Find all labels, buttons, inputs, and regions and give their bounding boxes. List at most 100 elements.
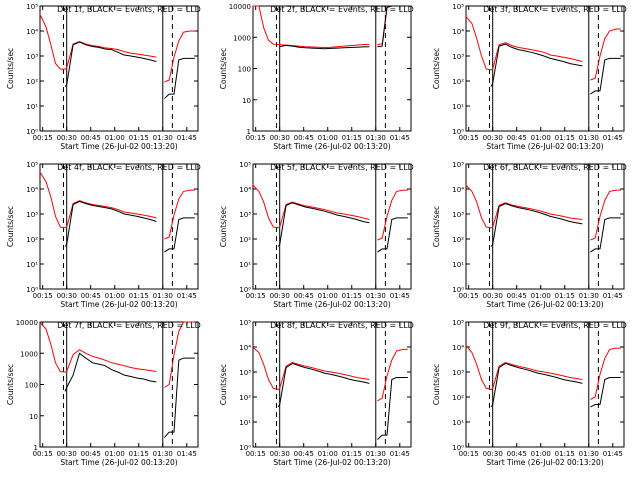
y-tick-label: 10000 [229, 3, 251, 11]
y-axis-label: Counts/sec [219, 206, 228, 247]
chart-panel: 10⁰ 10¹ 10² 10³ 10⁴ 10⁵ 00:15 00:30 00:45 01:00 01… [432, 161, 627, 309]
y-axis-label: Counts/sec [432, 206, 441, 247]
x-tick-label: 01:15 [129, 134, 149, 142]
y-tick-label: 10³ [239, 211, 251, 219]
events-series-line [490, 362, 621, 408]
x-tick-label: 01:00 [105, 292, 125, 300]
x-tick-label: 01:15 [555, 292, 575, 300]
y-tick-label: 1 [34, 444, 38, 452]
y-tick-label: 10⁴ [452, 186, 464, 194]
y-tick-label: 10¹ [452, 419, 464, 427]
y-tick-label: 10⁴ [452, 344, 464, 352]
x-tick-label: 01:00 [318, 292, 338, 300]
x-tick-label: 01:15 [342, 134, 362, 142]
lld-series-line [39, 171, 195, 240]
x-tick-label: 00:15 [246, 292, 266, 300]
chart-panel: 10⁰ 10¹ 10² 10³ 10⁴ 10⁵ 00:15 00:30 00:45 01:00 01… [6, 161, 201, 309]
chart-title: Det 5f, BLACK = Events, RED = LLD [270, 163, 414, 172]
x-axis-label: Start Time (26-Jul-02 00:13:20) [486, 458, 603, 467]
chart-title: Det 4f, BLACK = Events, RED = LLD [57, 163, 201, 172]
x-tick-label: 00:15 [246, 134, 266, 142]
chart-panel: 10⁰ 10¹ 10² 10³ 10⁴ 10⁵ 00:15 00:30 00:45 01:00 01… [432, 319, 627, 467]
y-tick-label: 10² [452, 394, 464, 402]
y-tick-label: 10² [452, 236, 464, 244]
x-tick-label: 01:30 [366, 134, 386, 142]
x-tick-label: 00:45 [81, 134, 101, 142]
y-tick-label: 10³ [26, 211, 38, 219]
x-tick-label: 00:30 [57, 134, 77, 142]
y-tick-label: 10⁰ [452, 286, 464, 294]
chart-panel: 1 10 100 1000 10000 00:15 00:30 00:45 01:00 01:15… [6, 319, 201, 467]
events-series-line [490, 43, 621, 95]
chart-panel: 10⁰ 10¹ 10² 10³ 10⁴ 10⁵ 00:15 00:30 00:45 01:00 01… [432, 3, 627, 151]
y-tick-label: 10⁰ [26, 286, 38, 294]
x-axis-label: Start Time (26-Jul-02 00:13:20) [60, 300, 177, 309]
y-tick-label: 10² [239, 394, 251, 402]
x-tick-label: 01:15 [555, 134, 575, 142]
y-tick-label: 10⁵ [452, 319, 464, 327]
y-tick-label: 10¹ [452, 103, 464, 111]
plot-frame [252, 321, 412, 448]
x-tick-label: 01:30 [366, 450, 386, 458]
x-tick-label: 00:45 [507, 134, 527, 142]
x-tick-label: 01:15 [342, 450, 362, 458]
x-tick-label: 00:15 [459, 292, 479, 300]
x-tick-label: 00:45 [294, 450, 314, 458]
chart-panel: 10⁰ 10¹ 10² 10³ 10⁴ 10⁵ 00:15 00:30 00:45 01:00 01… [6, 3, 201, 151]
y-tick-label: 10 [242, 97, 251, 105]
x-tick-label: 01:45 [177, 450, 197, 458]
y-tick-label: 10⁵ [239, 161, 251, 169]
lld-series-line [252, 184, 408, 241]
x-tick-label: 00:45 [294, 292, 314, 300]
x-tick-label: 01:45 [177, 134, 197, 142]
y-tick-label: 10³ [452, 53, 464, 61]
x-tick-label: 00:45 [507, 292, 527, 300]
lld-series-line [39, 13, 195, 83]
y-tick-label: 10⁴ [452, 28, 464, 36]
plot-frame [465, 163, 625, 290]
x-tick-label: 01:45 [603, 134, 623, 142]
x-tick-label: 00:45 [507, 450, 527, 458]
y-tick-label: 10⁵ [452, 161, 464, 169]
x-tick-label: 01:45 [390, 450, 410, 458]
y-tick-label: 100 [238, 66, 251, 74]
x-tick-label: 00:30 [270, 450, 290, 458]
y-tick-label: 10⁴ [26, 186, 38, 194]
y-tick-label: 10000 [16, 319, 38, 327]
y-tick-label: 10⁵ [26, 3, 38, 11]
events-series-line [277, 202, 408, 253]
x-tick-label: 01:00 [318, 450, 338, 458]
x-tick-label: 01:30 [579, 292, 599, 300]
events-series-line [64, 352, 195, 438]
plot-frame [252, 163, 412, 290]
y-axis-label: Counts/sec [432, 364, 441, 405]
events-series-line [490, 203, 621, 253]
x-tick-label: 01:15 [555, 450, 575, 458]
y-axis-label: Counts/sec [6, 364, 15, 405]
y-tick-label: 1000 [20, 350, 38, 358]
chart-title: Det 7f, BLACK = Events, RED = LLD [57, 321, 201, 330]
x-tick-label: 00:30 [270, 134, 290, 142]
chart-panel: 10⁰ 10¹ 10² 10³ 10⁴ 10⁵ 00:15 00:30 00:45 01:00 01… [219, 319, 414, 467]
lld-series-line [465, 184, 621, 241]
y-tick-label: 10⁵ [452, 3, 464, 11]
y-tick-label: 10¹ [239, 261, 251, 269]
y-tick-label: 10⁵ [239, 319, 251, 327]
x-tick-label: 01:00 [531, 292, 551, 300]
x-tick-label: 00:15 [33, 450, 53, 458]
lld-series-line [465, 344, 621, 400]
plot-frame [39, 163, 199, 290]
x-axis-label: Start Time (26-Jul-02 00:13:20) [273, 142, 390, 151]
y-tick-label: 10⁵ [26, 161, 38, 169]
y-tick-label: 10⁰ [26, 128, 38, 136]
x-tick-label: 00:30 [57, 292, 77, 300]
y-tick-label: 10² [26, 236, 38, 244]
x-tick-label: 00:30 [270, 292, 290, 300]
plot-frame [465, 5, 625, 132]
x-tick-label: 01:30 [153, 450, 173, 458]
y-axis-label: Counts/sec [219, 48, 228, 89]
x-tick-label: 00:30 [57, 450, 77, 458]
x-tick-label: 01:30 [366, 292, 386, 300]
y-tick-label: 10¹ [239, 419, 251, 427]
y-tick-label: 10⁰ [239, 286, 251, 294]
